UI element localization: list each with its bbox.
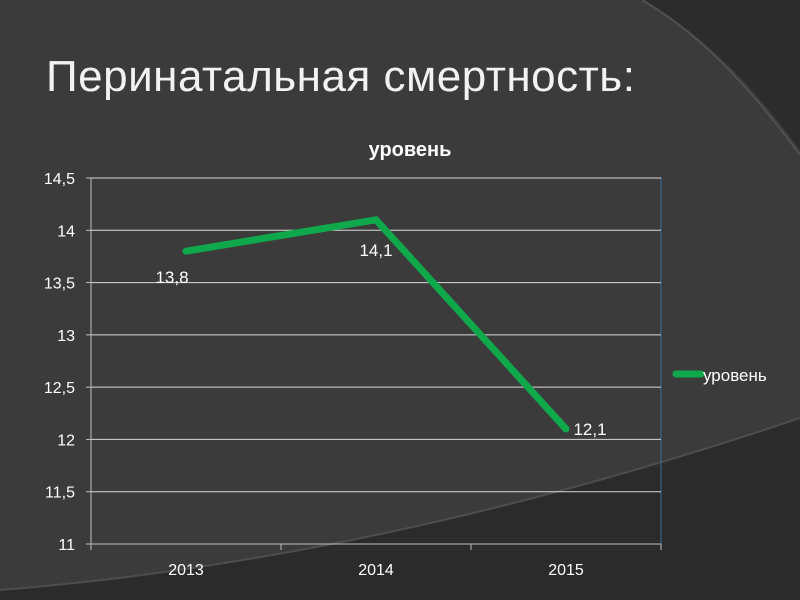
y-tick-label: 13 [57, 328, 75, 345]
y-tick-label: 11 [58, 537, 75, 554]
data-label: 14,1 [359, 241, 392, 260]
bottom-swoosh [0, 418, 800, 600]
y-tick-label: 12 [57, 432, 75, 449]
x-tick-label: 2015 [548, 562, 584, 579]
legend-label: уровень [703, 366, 767, 385]
plot-area-border [90, 177, 662, 545]
y-tick-label: 14 [57, 223, 75, 240]
slide-title: Перинатальная смертность: [46, 52, 636, 101]
gridlines [90, 177, 662, 545]
series: 13,8 14,1 12,1 [155, 216, 607, 439]
bottom-swoosh-edge [0, 417, 800, 591]
data-point [185, 250, 187, 253]
y-tick-label: 11,5 [45, 485, 75, 502]
data-point [565, 427, 567, 430]
data-point [375, 218, 377, 221]
x-tick-label: 2014 [358, 562, 394, 579]
y-tick-label: 12,5 [44, 380, 75, 397]
top-right-swoosh [640, 0, 800, 150]
top-right-swoosh-edge [641, 0, 800, 156]
y-tick-label: 13,5 [44, 276, 75, 293]
axes: 11 11,5 12 12,5 13 13,5 14 14,5 2013 2014 2015 [44, 171, 662, 579]
data-label: 13,8 [155, 268, 188, 287]
chart-title: уровень [369, 139, 452, 161]
legend: уровень [672, 366, 767, 385]
data-label: 12,1 [573, 420, 606, 439]
y-tick-label: 14,5 [44, 171, 75, 188]
x-tick-label: 2013 [168, 562, 204, 579]
